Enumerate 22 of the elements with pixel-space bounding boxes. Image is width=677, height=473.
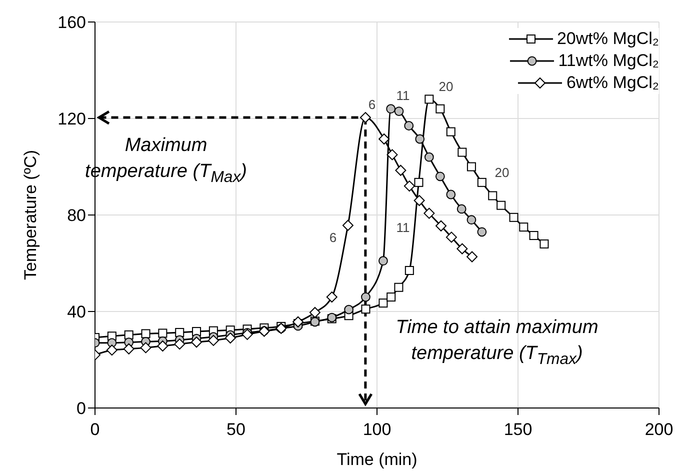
annotation: Time to attain maximum temperature (T$_{Tmax}$) bbox=[394, 316, 600, 370]
x-tick-label: 200 bbox=[644, 420, 674, 440]
legend-label: 20wt% MgCl₂ bbox=[556, 28, 659, 50]
annotation: 6 bbox=[329, 230, 337, 245]
y-tick-label: 160 bbox=[58, 13, 86, 32]
x-tick-label: 50 bbox=[226, 420, 246, 440]
y-tick-label: 40 bbox=[67, 302, 86, 322]
annotation: 20 bbox=[494, 165, 510, 180]
x-tick-label: 150 bbox=[504, 420, 532, 440]
y-tick-label: 120 bbox=[58, 110, 86, 129]
legend-label: 6wt% MgCl₂ bbox=[566, 72, 659, 94]
y-tick-label: 80 bbox=[67, 206, 86, 226]
y-tick-label: 0 bbox=[76, 399, 86, 418]
legend-label: 11wt% MgCl₂ bbox=[558, 50, 659, 72]
annotation: 6 bbox=[368, 97, 376, 112]
x-tick-label: 0 bbox=[90, 420, 100, 440]
x-axis-title: Time (min) bbox=[336, 450, 418, 469]
x-tick-label: 100 bbox=[362, 420, 392, 440]
annotation: 11 bbox=[396, 88, 410, 103]
annotation: 11 bbox=[396, 220, 410, 235]
annotation: 20 bbox=[438, 79, 454, 94]
y-axis-title: Temperature (ºC) bbox=[21, 150, 40, 280]
